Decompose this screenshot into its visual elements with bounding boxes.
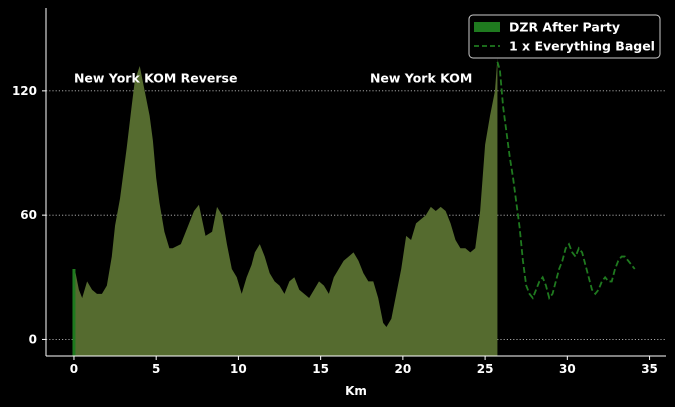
- plot-area: [72, 57, 636, 357]
- x-tick-label-1: 5: [152, 362, 160, 376]
- legend-box: [468, 14, 661, 59]
- y-tick-label-1: 60: [20, 208, 37, 222]
- legend: DZR After Party 1 x Everything Bagel: [468, 14, 661, 59]
- annotations: New York KOM Reverse New York KOM: [74, 71, 472, 86]
- x-tick-label-2: 10: [230, 362, 247, 376]
- annotation-0: New York KOM Reverse: [74, 71, 238, 86]
- series-line-1: [496, 61, 636, 300]
- axes: 0 5 10 15 20 25 30 35 0 60 120 Km: [12, 8, 666, 398]
- x-tick-label-7: 35: [641, 362, 658, 376]
- x-tick-label-6: 30: [559, 362, 576, 376]
- series-area-0: [73, 57, 498, 357]
- legend-swatch-0: [474, 22, 500, 32]
- legend-label-0: DZR After Party: [509, 20, 620, 35]
- x-axis-label: Km: [345, 384, 367, 398]
- x-tick-label-4: 20: [395, 362, 412, 376]
- y-tick-label-0: 0: [29, 332, 37, 346]
- legend-label-1: 1 x Everything Bagel: [509, 39, 655, 54]
- x-tick-label-0: 0: [70, 362, 78, 376]
- x-tick-label-3: 15: [312, 362, 329, 376]
- annotation-1: New York KOM: [370, 71, 472, 86]
- y-tick-label-2: 120: [12, 84, 37, 98]
- x-tick-label-5: 25: [477, 362, 494, 376]
